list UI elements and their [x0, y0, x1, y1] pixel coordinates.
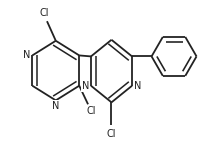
- Text: N: N: [134, 81, 141, 91]
- Text: N: N: [52, 101, 60, 111]
- Text: Cl: Cl: [39, 8, 49, 18]
- Text: Cl: Cl: [86, 106, 96, 116]
- Text: N: N: [82, 81, 89, 91]
- Text: Cl: Cl: [107, 129, 116, 139]
- Text: N: N: [23, 50, 31, 60]
